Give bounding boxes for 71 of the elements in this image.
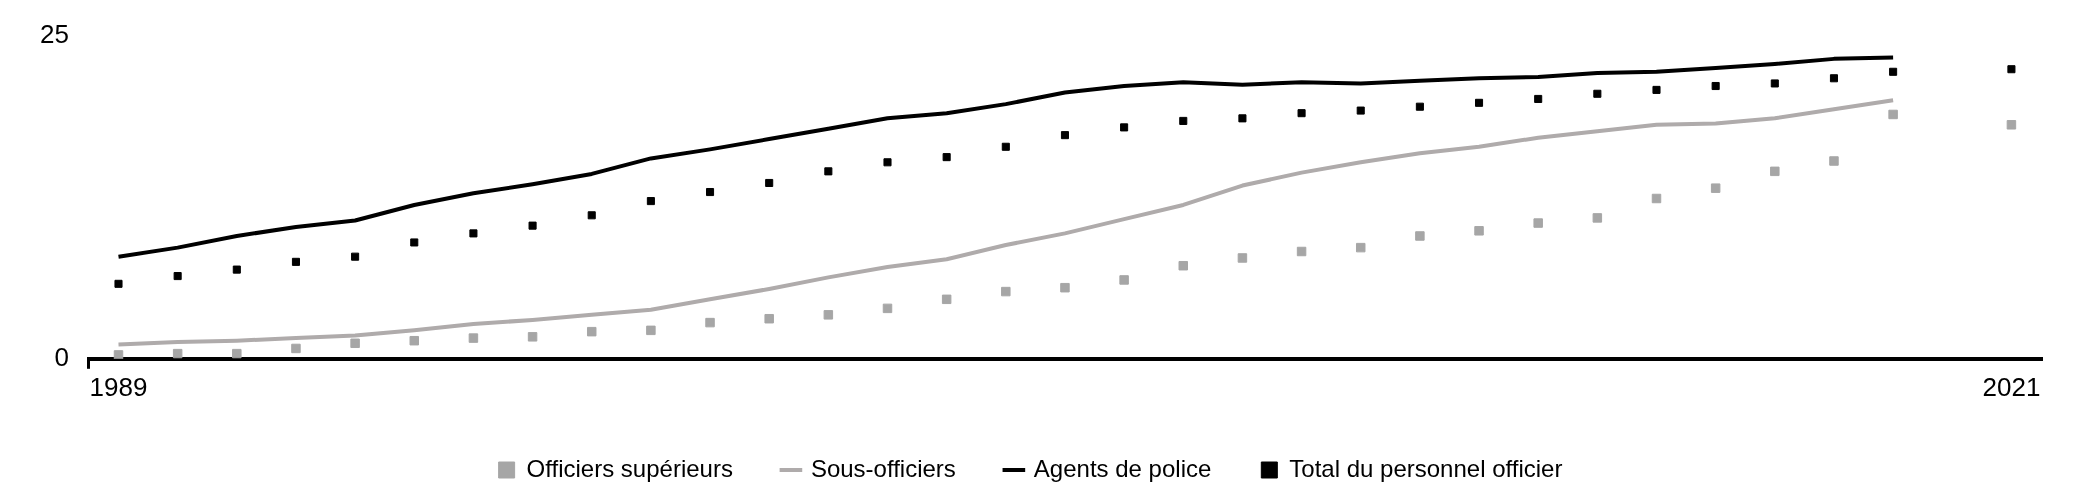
point	[527, 332, 538, 342]
legend-label: Sous-officiers	[810, 454, 956, 482]
point	[824, 167, 833, 176]
point	[1119, 275, 1129, 285]
legend-label: Officiers supérieurs	[526, 454, 733, 482]
point	[350, 338, 360, 349]
point	[291, 257, 300, 266]
point	[1179, 116, 1188, 125]
point	[1829, 156, 1839, 166]
point	[1238, 114, 1247, 123]
point	[1415, 231, 1425, 241]
point	[1178, 260, 1189, 271]
point	[1001, 142, 1010, 151]
point	[1829, 74, 1838, 83]
point	[764, 313, 774, 324]
point	[882, 303, 893, 314]
point	[1889, 67, 1898, 76]
point	[1534, 94, 1543, 103]
point	[1415, 102, 1424, 111]
point	[1474, 226, 1484, 236]
point	[528, 221, 537, 230]
point	[883, 158, 892, 167]
point	[1651, 193, 1662, 204]
point	[586, 326, 597, 337]
x-tick-label: 2021	[1982, 371, 2041, 402]
point	[1888, 109, 1898, 120]
point	[114, 279, 123, 288]
point	[1652, 85, 1661, 94]
point	[705, 317, 715, 328]
point	[1060, 131, 1069, 140]
point	[351, 252, 360, 261]
point	[941, 294, 952, 305]
point	[587, 211, 596, 220]
point	[1356, 106, 1365, 115]
point	[1710, 183, 1721, 193]
point	[173, 272, 182, 281]
point	[646, 197, 655, 206]
point	[232, 348, 242, 359]
point	[2007, 65, 2016, 74]
legend-label: Total du personnel officier	[1289, 454, 1563, 482]
point	[1060, 282, 1070, 293]
point	[410, 238, 419, 247]
point	[172, 348, 183, 359]
point	[1533, 218, 1543, 228]
point	[646, 325, 656, 336]
point	[942, 153, 951, 162]
y-tick-label: 0	[54, 341, 69, 372]
x-tick-label: 1989	[89, 371, 148, 402]
point	[1711, 81, 1720, 91]
y-tick-label: 25	[40, 18, 69, 49]
point	[468, 333, 479, 343]
point	[1237, 253, 1248, 263]
point	[469, 229, 478, 238]
point	[1592, 213, 1603, 223]
point	[1296, 246, 1307, 257]
point	[1593, 89, 1602, 98]
point	[1001, 286, 1011, 297]
point	[1297, 109, 1306, 118]
point	[409, 335, 420, 346]
point	[2006, 120, 2017, 130]
point	[1770, 79, 1779, 88]
point	[823, 310, 834, 320]
point	[1355, 242, 1366, 253]
point	[232, 265, 241, 274]
point	[1120, 123, 1129, 132]
point	[1475, 98, 1484, 107]
legend-label: Agents de police	[1033, 454, 1212, 482]
point	[1770, 166, 1780, 177]
point	[765, 178, 774, 188]
point	[291, 343, 301, 354]
point	[706, 187, 715, 197]
